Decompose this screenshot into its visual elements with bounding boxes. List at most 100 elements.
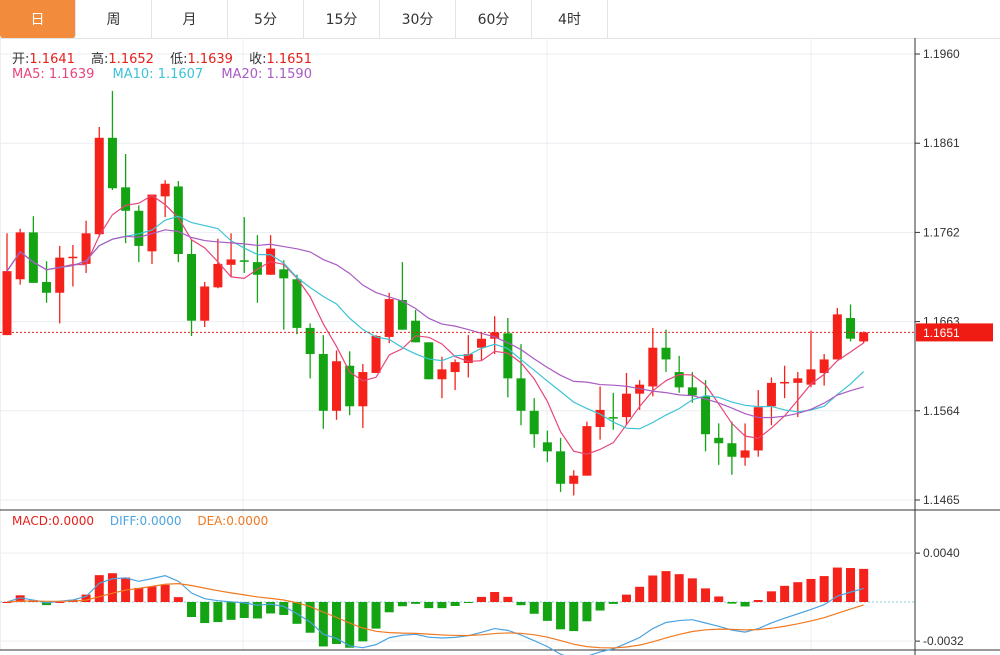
macd-bar xyxy=(490,592,500,602)
current-price-text: 1.1651 xyxy=(923,326,960,340)
price-tick-label: 1.1960 xyxy=(923,47,960,61)
candle-body xyxy=(384,299,394,337)
macd-bar xyxy=(437,602,447,609)
ma-legend: MA5: 1.1639 MA10: 1.1607 MA20: 1.1590 xyxy=(12,67,312,82)
macd-bar xyxy=(94,575,104,602)
candle-body xyxy=(279,269,289,279)
candle-body xyxy=(121,187,131,211)
macd-bar xyxy=(55,601,65,603)
tab-7[interactable]: 4时 xyxy=(532,0,608,38)
candle-body xyxy=(846,317,856,339)
candle-body xyxy=(358,372,368,407)
tab-6[interactable]: 60分 xyxy=(456,0,532,38)
tab-0[interactable]: 日 xyxy=(0,0,76,38)
price-tick-label: 1.1762 xyxy=(923,225,960,239)
high-value: 1.1652 xyxy=(108,52,154,67)
macd-bar xyxy=(846,568,856,602)
candle-body xyxy=(766,382,776,407)
candle-body xyxy=(621,393,631,418)
tab-2[interactable]: 月 xyxy=(152,0,228,38)
candle-body xyxy=(397,299,407,330)
macd-bar xyxy=(542,602,552,621)
current-price-badge xyxy=(916,323,993,342)
candle-body xyxy=(55,257,65,293)
candle-body xyxy=(252,262,262,275)
tab-3[interactable]: 5分 xyxy=(228,0,304,38)
macd-bar xyxy=(753,599,763,602)
price-tick-label: 1.1564 xyxy=(923,404,960,418)
macd-bar xyxy=(727,602,737,604)
macd-bar xyxy=(15,595,25,602)
candle-body xyxy=(753,407,763,451)
candle-body xyxy=(608,417,618,419)
candle-body xyxy=(727,443,737,457)
low-value: 1.1639 xyxy=(187,52,233,67)
tab-5[interactable]: 30分 xyxy=(380,0,456,38)
candle-body xyxy=(701,396,711,435)
macd-bar xyxy=(411,602,421,604)
dea-value: DEA:0.0000 xyxy=(197,514,269,528)
candle-body xyxy=(424,342,434,380)
macd-bar xyxy=(160,584,170,602)
candle-body xyxy=(582,426,592,476)
period-tabs: 日周月 5分 15分 30分 60分 4时 xyxy=(0,0,1000,39)
close-value: 1.1651 xyxy=(266,52,312,67)
candle-body xyxy=(15,232,25,280)
candle-body xyxy=(94,137,104,235)
candle-body xyxy=(213,263,223,288)
macd-bar xyxy=(107,573,117,602)
candle-body xyxy=(780,381,790,384)
candle-body xyxy=(200,286,210,321)
close-label: 收: xyxy=(249,52,267,67)
diff-line xyxy=(6,575,864,655)
tab-4[interactable]: 15分 xyxy=(304,0,380,38)
macd-bar xyxy=(332,602,341,644)
candle-body xyxy=(437,369,447,380)
macd-bar xyxy=(81,594,91,602)
macd-bar xyxy=(252,602,262,619)
macd-bar xyxy=(766,591,776,602)
macd-bar xyxy=(397,602,407,607)
candle-body xyxy=(595,409,605,428)
macd-bar xyxy=(859,568,869,602)
macd-bar xyxy=(266,602,276,614)
high-label: 高: xyxy=(91,52,109,67)
macd-bar xyxy=(42,602,52,606)
candle-body xyxy=(239,260,249,262)
ma5-line xyxy=(6,194,865,455)
candle-body xyxy=(661,347,671,360)
price-tick-label: 1.1861 xyxy=(923,136,960,150)
macd-bar xyxy=(292,602,302,624)
macd-bar xyxy=(529,602,539,614)
candle-body xyxy=(345,365,355,407)
macd-bar xyxy=(582,602,592,622)
macd-value: MACD:0.0000 xyxy=(12,514,95,528)
candle-body xyxy=(556,451,566,484)
macd-bar xyxy=(384,602,394,613)
candle-body xyxy=(740,450,750,458)
macd-bar xyxy=(832,567,842,602)
macd-bar xyxy=(424,602,434,609)
macd-bar xyxy=(463,602,473,603)
candle-body xyxy=(28,232,38,283)
candle-body xyxy=(476,338,486,348)
tab-1[interactable]: 周 xyxy=(76,0,152,38)
candle-body xyxy=(529,410,539,435)
macd-bar xyxy=(635,586,645,602)
candle-body xyxy=(674,372,684,388)
candle-body xyxy=(160,183,170,197)
macd-bar xyxy=(569,602,579,632)
macd-bar xyxy=(305,602,315,633)
macd-bar xyxy=(213,602,223,623)
macd-bar xyxy=(239,602,249,618)
macd-bar xyxy=(740,602,750,607)
macd-bar xyxy=(226,602,236,620)
macd-bar xyxy=(450,602,460,606)
macd-bar xyxy=(701,588,711,602)
macd-bar xyxy=(371,602,381,629)
open-value: 1.1641 xyxy=(29,52,75,67)
candle-body xyxy=(305,327,315,355)
candle-body xyxy=(569,475,579,484)
macd-bar xyxy=(595,602,605,611)
